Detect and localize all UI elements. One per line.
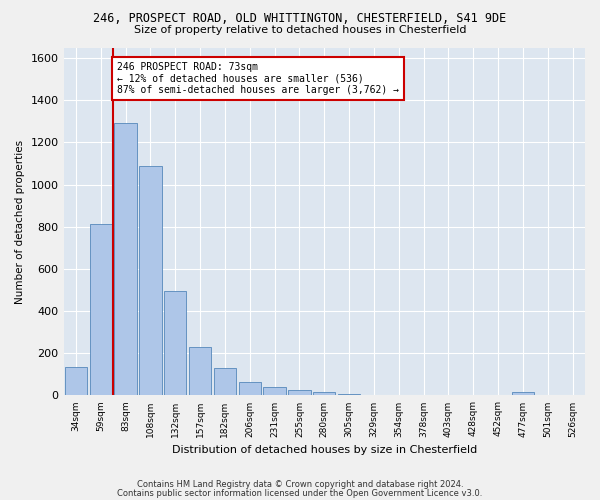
Text: Size of property relative to detached houses in Chesterfield: Size of property relative to detached ho…: [134, 25, 466, 35]
Bar: [139, 166, 161, 396]
Text: 246, PROSPECT ROAD, OLD WHITTINGTON, CHESTERFIELD, S41 9DE: 246, PROSPECT ROAD, OLD WHITTINGTON, CHE…: [94, 12, 506, 26]
Bar: [313, 392, 335, 396]
Bar: [89, 224, 112, 396]
Bar: [363, 395, 385, 396]
Bar: [263, 388, 286, 396]
Bar: [115, 124, 137, 396]
Bar: [239, 382, 261, 396]
Text: Contains HM Land Registry data © Crown copyright and database right 2024.: Contains HM Land Registry data © Crown c…: [137, 480, 463, 489]
Bar: [288, 390, 311, 396]
Text: Contains public sector information licensed under the Open Government Licence v3: Contains public sector information licen…: [118, 488, 482, 498]
Text: 246 PROSPECT ROAD: 73sqm
← 12% of detached houses are smaller (536)
87% of semi-: 246 PROSPECT ROAD: 73sqm ← 12% of detach…: [117, 62, 399, 96]
Bar: [338, 394, 360, 396]
Bar: [214, 368, 236, 396]
Bar: [189, 347, 211, 396]
Y-axis label: Number of detached properties: Number of detached properties: [15, 140, 25, 304]
Bar: [512, 392, 534, 396]
Bar: [164, 291, 187, 396]
Bar: [65, 367, 87, 396]
X-axis label: Distribution of detached houses by size in Chesterfield: Distribution of detached houses by size …: [172, 445, 477, 455]
